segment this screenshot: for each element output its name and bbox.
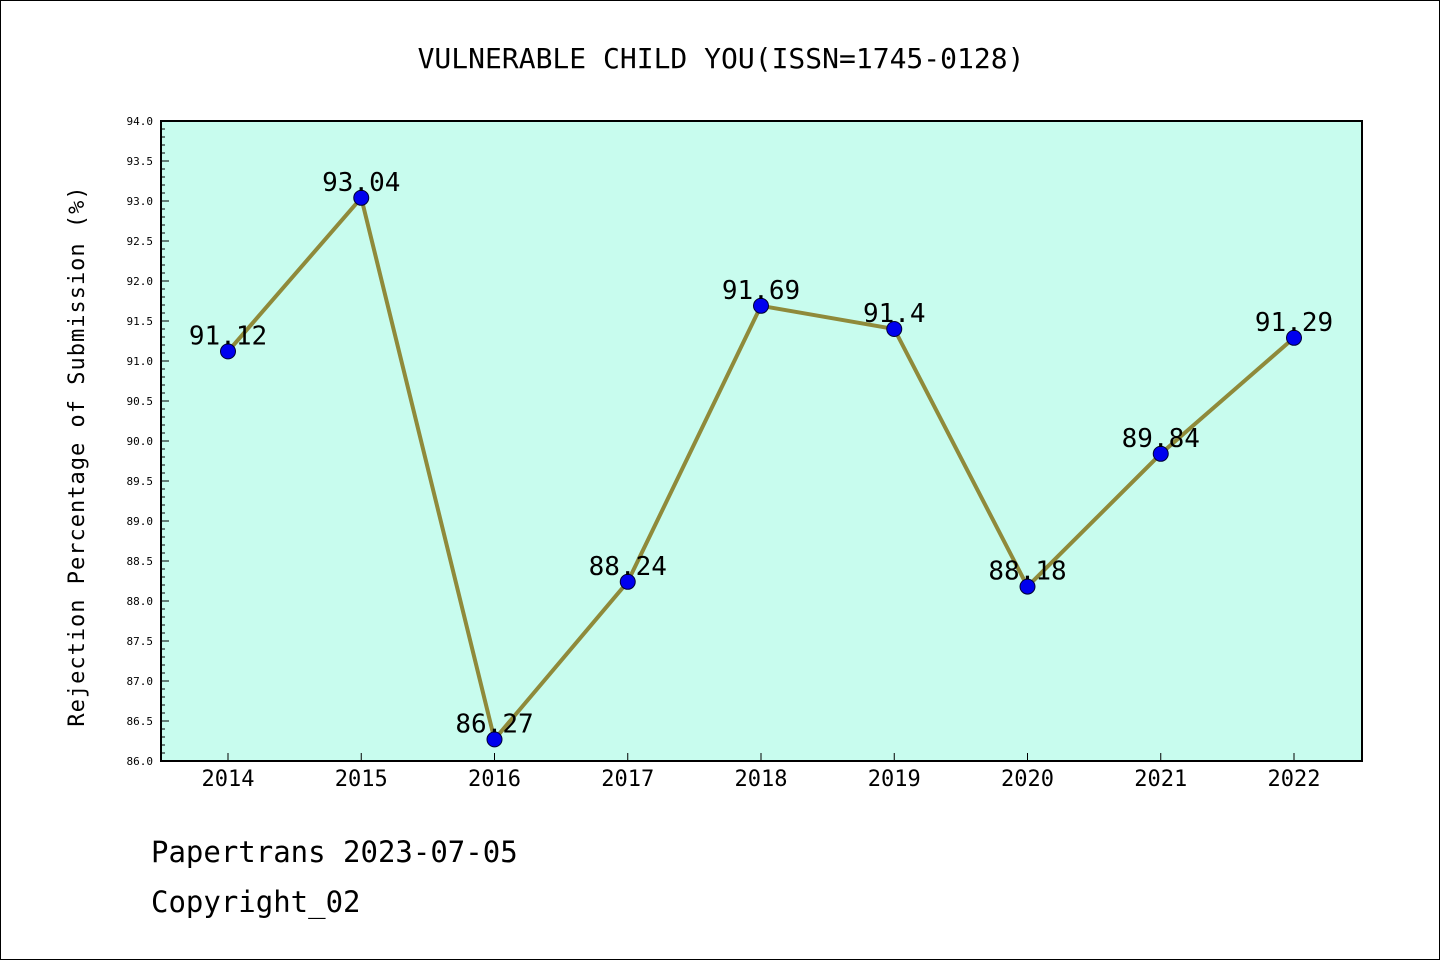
y-tick-label: 90.0 xyxy=(127,435,154,448)
y-tick-label: 93.5 xyxy=(127,155,154,168)
x-tick-label: 2015 xyxy=(335,767,388,792)
y-tick-label: 92.0 xyxy=(127,275,154,288)
data-point xyxy=(753,297,769,314)
y-axis-label: Rejection Percentage of Submission (%) xyxy=(65,185,90,726)
y-tick-label: 86.5 xyxy=(127,715,154,728)
y-axis: 86.0 86.5 87.0 87.5 88.0 88.5 89.0 89.5 90.0 90.5… xyxy=(127,115,169,768)
footer-copyright-line: Copyright_02 xyxy=(151,885,361,919)
data-labels: 91.12 93.04 86.27 88.24 91.69 91.4 88.18 89.84 9… xyxy=(189,168,1333,740)
footer-date-line: Papertrans 2023-07-05 xyxy=(151,835,518,869)
y-tick-label: 91.5 xyxy=(127,315,154,328)
data-label: 86.27 xyxy=(455,709,533,739)
x-tick-label: 2018 xyxy=(735,767,788,792)
data-point xyxy=(619,573,636,590)
x-tick-label: 2016 xyxy=(468,767,521,792)
x-tick-label: 2022 xyxy=(1268,767,1321,792)
y-tick-label: 89.5 xyxy=(127,475,154,488)
data-label: 88.24 xyxy=(589,552,667,582)
data-point xyxy=(220,343,236,360)
x-axis: 2014 2015 2016 2017 2018 2019 2020 2021 2022 xyxy=(202,753,1321,792)
x-tick-label: 2021 xyxy=(1134,767,1187,792)
y-tick-label: 93.0 xyxy=(127,195,154,208)
chart-title: VULNERABLE CHILD YOU(ISSN=1745-0128) xyxy=(418,42,1025,75)
data-label: 91.4 xyxy=(863,299,926,329)
y-tick-label: 91.0 xyxy=(127,355,154,368)
series-markers xyxy=(220,189,1302,748)
y-tick-label: 88.5 xyxy=(127,555,154,568)
y-tick-label: 87.5 xyxy=(127,635,154,648)
y-tick-label: 92.5 xyxy=(127,235,154,248)
data-point xyxy=(1152,445,1169,462)
data-label: 93.04 xyxy=(322,168,400,198)
data-point xyxy=(353,189,370,206)
data-label: 89.84 xyxy=(1122,424,1200,454)
data-point xyxy=(486,731,503,748)
plot-area xyxy=(160,120,1363,762)
data-point xyxy=(886,321,903,337)
x-tick-label: 2019 xyxy=(868,767,921,792)
data-label: 91.69 xyxy=(722,276,800,306)
data-label: 91.29 xyxy=(1255,308,1333,338)
y-tick-label: 90.5 xyxy=(127,395,154,408)
y-tick-label: 87.0 xyxy=(127,675,154,688)
y-tick-label: 88.0 xyxy=(127,595,154,608)
data-label: 91.12 xyxy=(189,321,267,351)
x-tick-label: 2017 xyxy=(601,767,654,792)
data-label: 88.18 xyxy=(988,557,1066,587)
x-tick-label: 2020 xyxy=(1001,767,1054,792)
y-tick-label: 89.0 xyxy=(127,515,154,528)
y-tick-label: 86.0 xyxy=(127,755,154,768)
data-point xyxy=(1286,329,1302,346)
x-tick-label: 2014 xyxy=(202,767,255,792)
data-point xyxy=(1019,578,1036,595)
y-tick-label: 94.0 xyxy=(127,115,154,128)
